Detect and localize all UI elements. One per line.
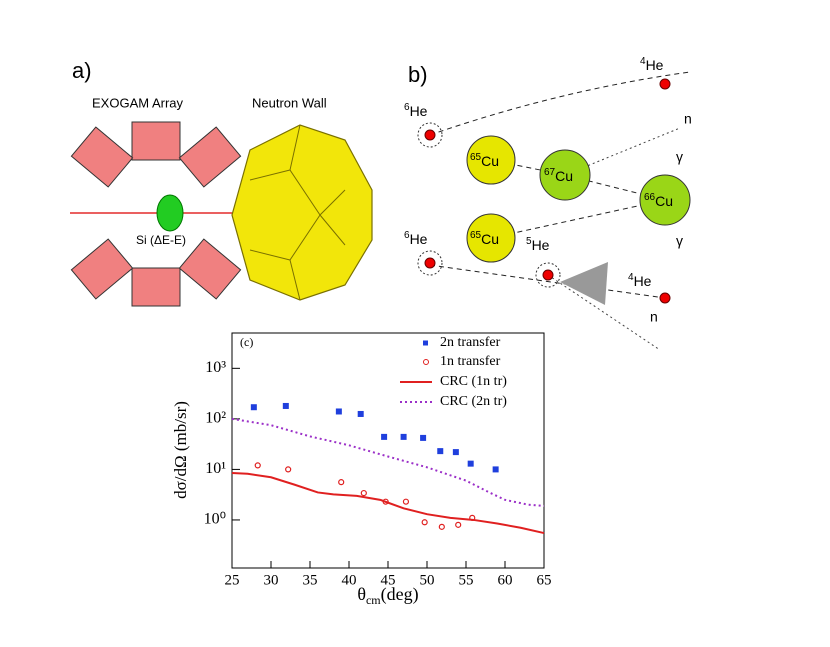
symbol: He <box>410 231 428 247</box>
point <box>360 489 367 497</box>
y-tick-label: 10¹ <box>205 460 226 477</box>
x-axis-label: θcm(deg) <box>357 584 418 607</box>
legend-label: 2n transfer <box>440 335 501 350</box>
point <box>250 404 257 411</box>
point <box>421 519 428 526</box>
x-tick-label: 35 <box>303 572 318 588</box>
node-label: 4He <box>628 272 652 289</box>
node-label: 65Cu <box>470 230 499 247</box>
x-tick-label: 45 <box>381 572 396 588</box>
legend-marker <box>423 359 429 365</box>
x-tick-label: 30 <box>264 572 279 588</box>
x-tick-label: 50 <box>420 572 435 588</box>
chart-c: (c) dσ/dΩ (mb/sr) θcm(deg) 25 30 35 40 45 50 5… <box>171 332 552 607</box>
point <box>420 434 427 441</box>
particle: γ <box>676 149 683 165</box>
node-label: 66Cu <box>644 192 673 209</box>
panel-b: b) 4He 6He 65Cu 67Cu 66Cu 6He 65Cu 5He 4… <box>404 56 692 351</box>
symbol: He <box>410 103 428 119</box>
y-tick-label: 10² <box>205 410 226 427</box>
y-tick-label: 10³ <box>205 359 226 376</box>
point <box>452 449 459 456</box>
label: Neutron Wall <box>252 95 327 110</box>
panel-label: b) <box>408 62 428 87</box>
legend-label: CRC (1n tr) <box>440 374 507 389</box>
point <box>282 402 289 409</box>
node-label: 67Cu <box>544 167 573 184</box>
mass: 4 <box>628 272 634 283</box>
point <box>492 466 499 473</box>
line <box>231 471 545 535</box>
x-tick-label: 40 <box>342 572 357 588</box>
mass: 67 <box>544 167 556 178</box>
node-label: 5He <box>526 236 550 253</box>
x-tick-label: 25 <box>225 572 240 588</box>
symbol: Cu <box>481 153 499 169</box>
particle: n <box>684 111 692 127</box>
mass: 66 <box>644 192 656 203</box>
y-tick-label: 10⁰ <box>204 511 226 528</box>
mass: 4 <box>640 56 646 67</box>
point <box>467 460 474 467</box>
detectors <box>70 121 242 307</box>
label: Si (ΔE-E) <box>136 233 186 247</box>
point <box>357 410 364 417</box>
x-tick-label: 55 <box>459 572 474 588</box>
point <box>381 433 388 440</box>
point <box>455 521 462 528</box>
y-axis-label: dσ/dΩ (mb/sr) <box>171 401 190 499</box>
mass: 65 <box>470 152 482 163</box>
particle: γ <box>676 233 683 249</box>
legend-label: CRC (2n tr) <box>440 394 507 409</box>
particle: n <box>650 309 658 325</box>
x-label-unit: (deg) <box>381 584 419 605</box>
label: EXOGAM Array <box>92 95 184 110</box>
point <box>285 466 292 473</box>
symbol: Cu <box>555 168 573 184</box>
symbol: He <box>634 273 652 289</box>
point <box>402 498 410 505</box>
legend-marker <box>423 340 428 346</box>
node-label: 65Cu <box>470 152 499 169</box>
panel-label: a) <box>72 58 92 83</box>
mass: 65 <box>470 230 482 241</box>
node-label: 6He <box>404 102 428 119</box>
symbol: Cu <box>481 231 499 247</box>
point <box>335 408 342 415</box>
node-label: 4He <box>640 56 664 73</box>
point <box>437 448 444 455</box>
panel-a: a) EXOGAM Array Neutron Wall Si (ΔE-E) <box>70 58 373 307</box>
point <box>338 479 345 486</box>
legend-label: 1n transfer <box>440 354 501 369</box>
symbol: He <box>532 237 550 253</box>
symbol: He <box>646 57 664 73</box>
x-label-sub: cm <box>366 593 381 607</box>
mass: 6 <box>404 230 410 241</box>
x-tick-label: 65 <box>537 572 552 588</box>
mass: 6 <box>404 102 410 113</box>
point <box>438 523 445 530</box>
node-label: 6He <box>404 230 428 247</box>
mass: 5 <box>526 236 532 247</box>
x-tick-label: 60 <box>498 572 513 588</box>
symbol: Cu <box>655 193 673 209</box>
line <box>231 417 545 507</box>
x-label-symbol: θ <box>357 584 366 604</box>
point <box>254 462 261 469</box>
point <box>400 433 407 440</box>
annotation: (c) <box>240 335 253 349</box>
